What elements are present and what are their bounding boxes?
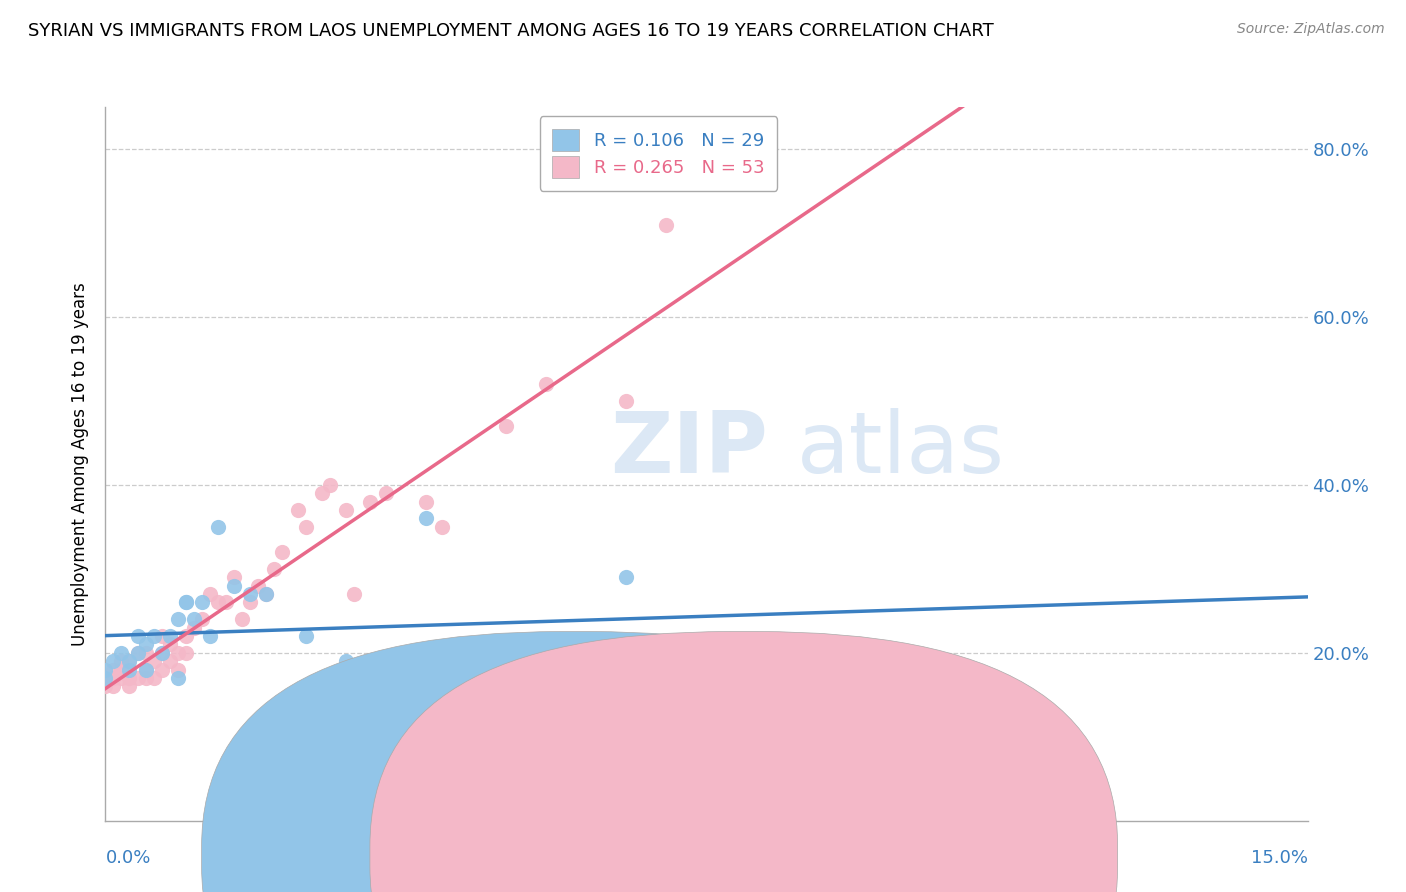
Point [319,478,342,492]
Point [94,671,117,685]
Point [127,671,149,685]
Point [159,629,181,643]
Point [103,679,125,693]
Point [183,621,205,635]
Point [287,503,309,517]
Point [127,646,149,660]
Point [159,637,181,651]
Point [150,646,173,660]
Point [127,629,149,643]
Point [94,671,117,685]
Text: SYRIAN VS IMMIGRANTS FROM LAOS UNEMPLOYMENT AMONG AGES 16 TO 19 YEARS CORRELATIO: SYRIAN VS IMMIGRANTS FROM LAOS UNEMPLOYM… [28,22,994,40]
Point [207,520,229,534]
Point [159,654,181,668]
Point [110,663,132,677]
Point [103,654,125,668]
Point [214,595,236,609]
Point [166,612,188,626]
Point [118,679,141,693]
Point [174,595,197,609]
Point [150,663,173,677]
Point [198,587,221,601]
Point [190,595,212,609]
Point [94,679,117,693]
Point [110,671,132,685]
Point [495,419,517,434]
FancyBboxPatch shape [370,632,1118,892]
Point [311,486,333,500]
Point [534,377,557,392]
Point [295,629,318,643]
Y-axis label: Unemployment Among Ages 16 to 19 years: Unemployment Among Ages 16 to 19 years [72,282,90,646]
Point [270,545,292,559]
Point [183,612,205,626]
Point [655,747,678,761]
Point [174,629,197,643]
Point [118,654,141,668]
Point [103,671,125,685]
Point [222,578,245,592]
Point [359,494,381,508]
Text: 0.0%: 0.0% [105,849,150,867]
Point [135,637,157,651]
Point [142,629,165,643]
Point [239,587,262,601]
Point [231,612,253,626]
Point [135,663,157,677]
Point [335,503,357,517]
Point [295,520,318,534]
Point [142,671,165,685]
Point [94,663,117,677]
Point [430,520,453,534]
Point [166,663,188,677]
Point [118,671,141,685]
Point [135,663,157,677]
Point [118,663,141,677]
Point [135,671,157,685]
Text: 15.0%: 15.0% [1250,849,1308,867]
Point [254,587,277,601]
Point [263,562,285,576]
Point [415,494,437,508]
Point [118,654,141,668]
Point [343,587,366,601]
Point [190,612,212,626]
Legend: R = 0.106   N = 29, R = 0.265   N = 53: R = 0.106 N = 29, R = 0.265 N = 53 [540,116,778,191]
Point [103,663,125,677]
Point [135,646,157,660]
FancyBboxPatch shape [201,632,949,892]
Point [150,646,173,660]
Point [166,671,188,685]
Point [207,595,229,609]
Text: Source: ZipAtlas.com: Source: ZipAtlas.com [1237,22,1385,37]
Point [150,629,173,643]
Point [127,646,149,660]
Text: ZIP: ZIP [610,408,768,491]
Text: Immigrants from Laos: Immigrants from Laos [772,847,969,865]
Point [174,595,197,609]
Point [616,393,638,408]
Point [222,570,245,584]
Point [239,595,262,609]
Point [415,511,437,525]
Point [198,629,221,643]
Point [110,646,132,660]
Point [166,646,188,660]
Text: Syrians: Syrians [603,847,669,865]
Point [254,587,277,601]
Point [246,578,269,592]
Point [655,218,678,232]
Point [616,570,638,584]
Point [110,654,132,668]
Point [335,654,357,668]
Point [142,654,165,668]
Text: atlas: atlas [797,408,1005,491]
Point [374,486,398,500]
Point [174,646,197,660]
